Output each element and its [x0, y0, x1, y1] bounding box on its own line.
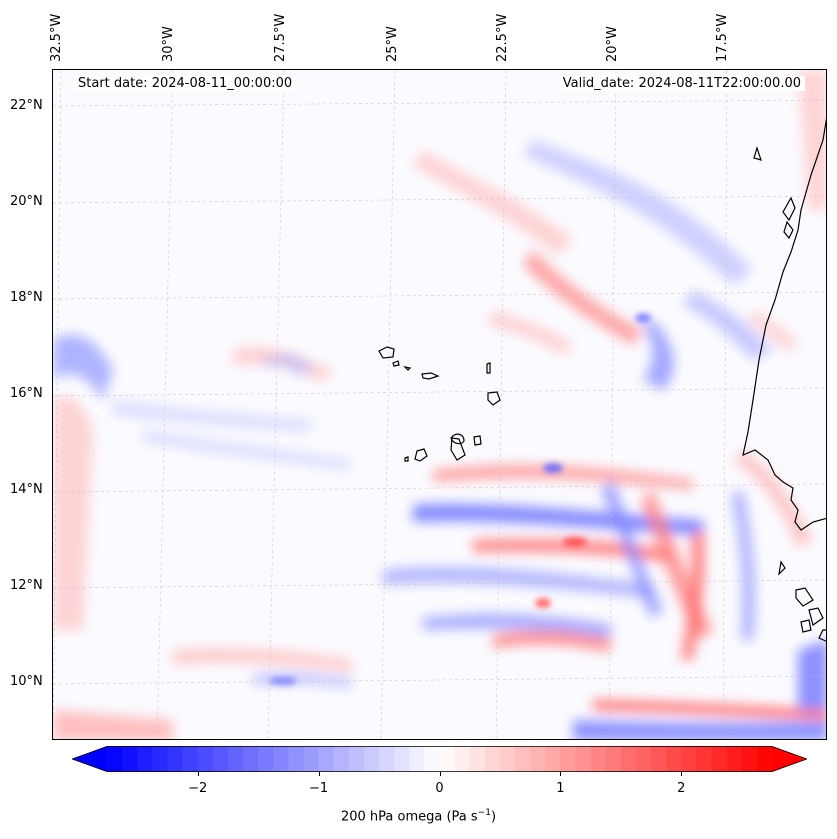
colorbar-step [137, 746, 153, 772]
colorbar-step [409, 746, 425, 772]
colorbar-step [303, 746, 320, 772]
colorbar-tick-label: −1 [308, 781, 329, 796]
cape-verde-islands [378, 346, 501, 462]
colorbar-tickmark [318, 772, 320, 776]
colorbar-step [499, 746, 516, 772]
colorbar-step [651, 746, 667, 772]
colorbar-step [258, 746, 274, 772]
colorbar-step [379, 746, 395, 772]
colorbar-step [756, 746, 773, 772]
colorbar-tick-label: 2 [677, 781, 686, 796]
colorbar-step [107, 746, 123, 772]
colorbar-step [711, 746, 728, 772]
colorbar-step [288, 746, 304, 772]
colorbar-step [590, 746, 607, 772]
latitude-label: 18°N [10, 290, 43, 305]
colorbar-step [635, 746, 652, 772]
colorbar-step [575, 746, 592, 772]
colorbar-step [439, 746, 456, 772]
latitude-label: 22°N [10, 98, 43, 113]
latitude-label: 20°N [10, 194, 43, 209]
longitude-label: 25°W [385, 26, 400, 62]
colorbar-step [469, 746, 486, 772]
latitude-label: 12°N [10, 578, 43, 593]
colorbar-step [560, 746, 577, 772]
longitude-label: 30°W [161, 26, 176, 62]
colorbar-step [666, 746, 682, 772]
colorbar-step [152, 746, 168, 772]
colorbar-step [454, 746, 471, 772]
colorbar-step [681, 746, 697, 772]
colorbar-step [484, 746, 501, 772]
colorbar-step [212, 746, 229, 772]
colorbar-step [122, 746, 138, 772]
colorbar-step [182, 746, 199, 772]
colorbar-step [530, 746, 546, 772]
colorbar-tick-label: 1 [556, 781, 565, 796]
colorbar-step [227, 746, 244, 772]
colorbar-label: 200 hPa omega (Pa s−1) [340, 808, 497, 825]
colorbar-min-extend [72, 746, 107, 772]
longitude-label: 20°W [605, 26, 620, 62]
colorbar-step [605, 746, 622, 772]
colorbar-step [726, 746, 743, 772]
valid-date-label: Valid_date: 2024-08-11T22:00:00.00 [558, 76, 805, 91]
colorbar-tick-label: 0 [435, 781, 444, 796]
colorbar-step [545, 746, 561, 772]
colorbar-max-extend [772, 746, 807, 772]
colorbar [72, 746, 807, 772]
latitude-label: 16°N [10, 386, 43, 401]
colorbar-step [243, 746, 259, 772]
map-panel [52, 69, 827, 740]
colorbar-tickmark [560, 772, 562, 776]
graticule [53, 70, 826, 739]
latitude-label: 10°N [10, 674, 43, 689]
colorbar-step [363, 746, 380, 772]
longitude-label: 27.5°W [273, 13, 288, 62]
african-coastline [742, 118, 826, 642]
colorbar-step [620, 746, 637, 772]
colorbar-step [167, 746, 184, 772]
colorbar-step [741, 746, 758, 772]
longitude-label: 32.5°W [49, 13, 64, 62]
omega-shading [53, 70, 826, 739]
colorbar-step [197, 746, 214, 772]
omega-small-cells [269, 313, 651, 685]
colorbar-step [394, 746, 410, 772]
longitude-label: 17.5°W [715, 13, 730, 62]
colorbar-tickmark [197, 772, 199, 776]
colorbar-step [273, 746, 289, 772]
colorbar-step [333, 746, 350, 772]
colorbar-tick-label: −2 [188, 781, 208, 796]
colorbar-step [696, 746, 713, 772]
colorbar-step [318, 746, 335, 772]
start-date-label: Start date: 2024-08-11_00:00:00 [74, 76, 297, 91]
longitude-label: 22.5°W [495, 13, 510, 62]
colorbar-outline [72, 746, 807, 772]
colorbar-step [515, 746, 531, 772]
colorbar-tickmark [681, 772, 683, 776]
colorbar-step [424, 746, 440, 772]
omega-field-map [53, 70, 826, 739]
colorbar-step [348, 746, 365, 772]
colorbar-tickmark [439, 772, 441, 776]
latitude-label: 14°N [10, 482, 43, 497]
